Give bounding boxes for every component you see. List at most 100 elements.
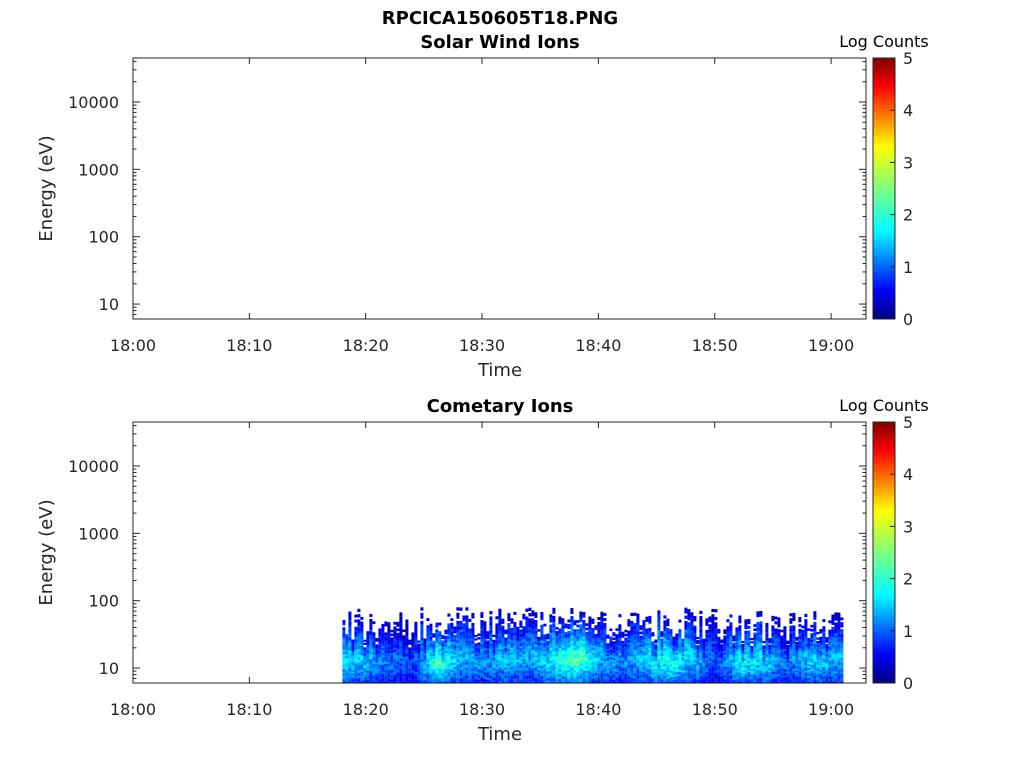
- spectrogram-cell: [768, 671, 772, 674]
- spectrogram-cell: [654, 672, 658, 675]
- spectrogram-cell: [636, 639, 640, 643]
- spectrogram-cell: [357, 680, 361, 684]
- spectrogram-cell: [600, 670, 604, 674]
- spectrogram-cell: [567, 671, 571, 675]
- spectrogram-cell: [519, 669, 523, 673]
- spectrogram-cell: [507, 625, 511, 629]
- spectrogram-cell: [570, 648, 574, 652]
- spectrogram-cell: [408, 666, 412, 669]
- spectrogram-cell: [663, 665, 667, 669]
- spectrogram-cell: [633, 646, 637, 650]
- spectrogram-cell: [429, 647, 433, 650]
- spectrogram-cell: [732, 679, 736, 682]
- spectrogram-cell: [462, 638, 466, 643]
- spectrogram-cell: [480, 643, 484, 647]
- spectrogram-cell: [681, 675, 685, 678]
- spectrogram-cell: [624, 637, 628, 641]
- spectrogram-cell: [378, 644, 382, 648]
- spectrogram-cell: [618, 637, 622, 641]
- spectrogram-cell: [684, 680, 688, 684]
- spectrogram-cell: [465, 656, 469, 660]
- spectrogram-cell: [564, 676, 568, 680]
- spectrogram-cell: [381, 657, 385, 660]
- spectrogram-cell: [771, 649, 775, 653]
- spectrogram-cell: [768, 652, 772, 655]
- spectrogram-cell: [375, 646, 379, 649]
- spectrogram-cell: [366, 675, 370, 679]
- spectrogram-cell: [612, 673, 616, 677]
- spectrogram-cell: [450, 664, 454, 668]
- spectrogram-cell: [399, 665, 403, 669]
- spectrogram-cell: [450, 662, 454, 666]
- spectrogram-cell: [390, 643, 394, 646]
- spectrogram-cell: [354, 639, 358, 642]
- spectrogram-cell: [507, 665, 511, 669]
- spectrogram-cell: [693, 659, 697, 663]
- spectrogram-cell: [765, 674, 769, 678]
- spectrogram-cell: [414, 645, 418, 649]
- spectrogram-cell: [792, 653, 796, 657]
- spectrogram-cell: [627, 635, 631, 638]
- spectrogram-cell: [780, 681, 784, 684]
- spectrogram-cell: [360, 628, 364, 632]
- spectrogram-cell: [387, 661, 391, 665]
- spectrogram-cell: [498, 637, 502, 642]
- spectrogram-cell: [444, 662, 448, 666]
- spectrogram-cell: [471, 615, 475, 619]
- spectrogram-cell: [399, 630, 403, 634]
- spectrogram-cell: [777, 645, 781, 649]
- spectrogram-cell: [429, 630, 433, 633]
- spectrogram-cell: [693, 618, 697, 622]
- spectrogram-cell: [582, 648, 586, 652]
- spectrogram-cell: [390, 664, 394, 667]
- spectrogram-cell: [699, 670, 703, 674]
- spectrogram-cell: [744, 678, 748, 682]
- spectrogram-cell: [399, 680, 403, 684]
- spectrogram-cell: [627, 651, 631, 654]
- spectrogram-cell: [354, 663, 358, 667]
- spectrogram-cell: [765, 629, 769, 632]
- spectrogram-cell: [801, 650, 805, 653]
- spectrogram-cell: [804, 648, 808, 652]
- spectrogram-cell: [483, 674, 487, 677]
- spectrogram-cell: [465, 637, 469, 641]
- spectrogram-cell: [816, 668, 820, 671]
- spectrogram-cell: [471, 655, 475, 659]
- spectrogram-cell: [423, 643, 427, 646]
- spectrogram-cell: [612, 634, 616, 637]
- spectrogram-cell: [402, 663, 406, 667]
- spectrogram-cell: [507, 668, 511, 672]
- spectrogram-cell: [435, 662, 439, 666]
- spectrogram-cell: [639, 631, 643, 635]
- spectrogram-cell: [720, 639, 724, 642]
- spectrogram-cell: [426, 630, 430, 634]
- spectrogram-cell: [504, 653, 508, 656]
- spectrogram-cell: [417, 676, 421, 679]
- spectrogram-cell: [462, 618, 466, 622]
- spectrogram-cell: [684, 629, 688, 633]
- spectrogram-cell: [789, 653, 793, 657]
- spectrogram-cell: [471, 675, 475, 679]
- spectrogram-cell: [474, 660, 478, 663]
- spectrogram-cell: [654, 650, 658, 653]
- spectrogram-cell: [705, 650, 709, 654]
- spectrogram-cell: [834, 670, 838, 674]
- spectrogram-cell: [573, 638, 577, 641]
- spectrogram-cell: [594, 625, 598, 628]
- spectrogram-cell: [543, 642, 547, 646]
- spectrogram-cell: [633, 641, 637, 645]
- spectrogram-cell: [708, 619, 712, 623]
- spectrogram-cell: [477, 674, 481, 677]
- spectrogram-cell: [618, 657, 622, 661]
- spectrogram-cell: [753, 676, 757, 680]
- spectrogram-cell: [702, 676, 706, 679]
- spectrogram-cell: [369, 636, 373, 640]
- spectrogram-cell: [696, 671, 700, 674]
- spectrogram-cell: [792, 648, 796, 652]
- spectrogram-cell: [540, 617, 544, 621]
- spectrogram-cell: [549, 632, 553, 636]
- spectrogram-cell: [420, 607, 424, 611]
- spectrogram-cell: [342, 646, 346, 650]
- spectrogram-cell: [411, 663, 415, 666]
- spectrogram-cell: [726, 659, 730, 663]
